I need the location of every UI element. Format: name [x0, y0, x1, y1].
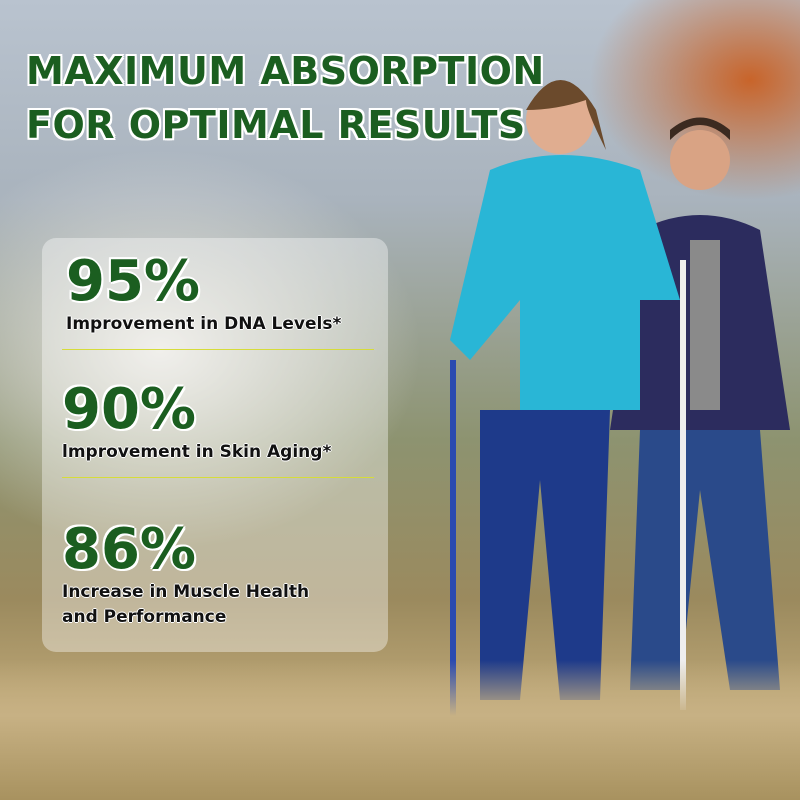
headline-line-1: MAXIMUM ABSORPTION [26, 49, 545, 93]
stats-panel: 95% Improvement in DNA Levels* 90% lmpro… [42, 238, 388, 652]
hikers-photo [450, 80, 790, 730]
female-hiker [450, 80, 686, 730]
headline: MAXIMUM ABSORPTION FOR OPTIMAL RESULTS [26, 44, 545, 152]
stat-label: lmprovement in Skin Aging* [62, 442, 332, 462]
stat-label: Improvement in DNA Levels* [66, 314, 342, 334]
divider [62, 477, 374, 478]
divider [62, 349, 374, 350]
stat-muscle: 86% Increase in Muscle Health and Perfor… [62, 520, 309, 630]
stat-value: 90% [62, 377, 197, 442]
headline-line-2: FOR OPTIMAL RESULTS [26, 103, 526, 147]
grass-foreground [0, 660, 800, 800]
stat-dna: 95% Improvement in DNA Levels* [66, 252, 341, 337]
stat-label-line-1: Increase in Muscle Health [62, 582, 310, 602]
stat-value: 86% [62, 517, 197, 582]
stat-skin: 90% lmprovement in Skin Aging* [62, 380, 331, 465]
stat-label-line-2: and Performance [62, 607, 227, 627]
stat-value: 95% [66, 249, 201, 314]
